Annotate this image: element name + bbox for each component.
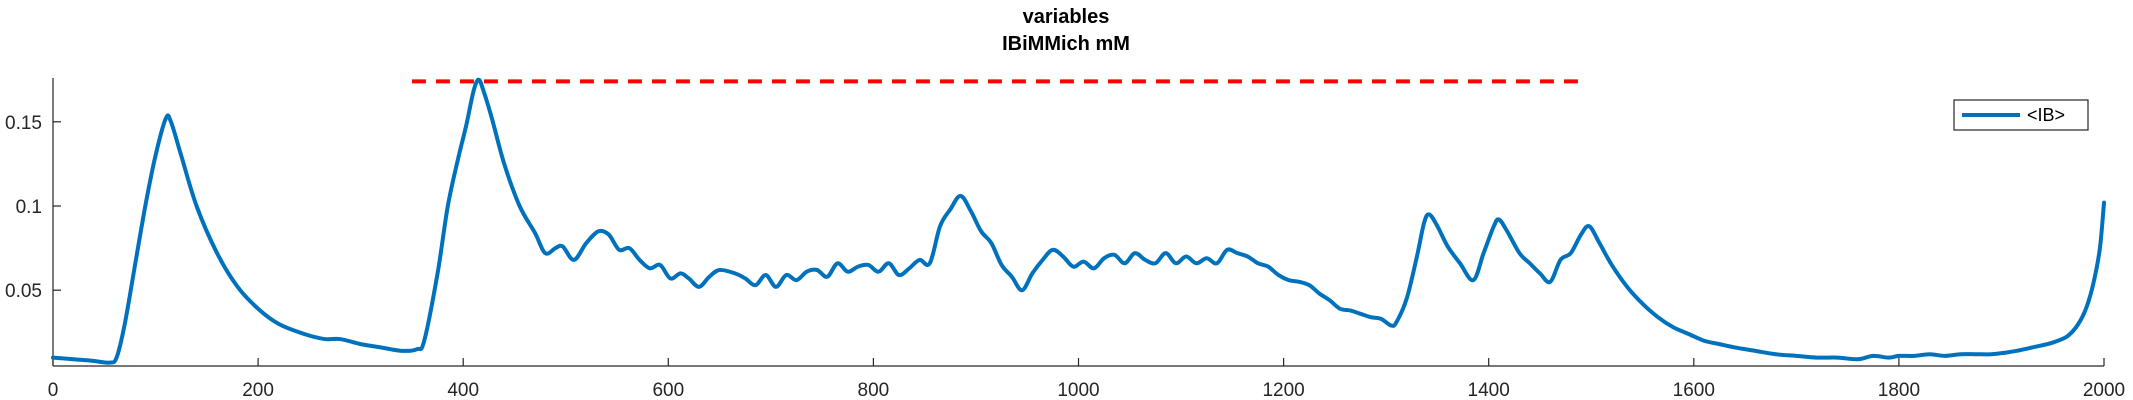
x-axis-ticks: 0 200 400 600 800 1000 1200 1400 1600 1800 2000 (48, 358, 2125, 400)
x-tick-label: 600 (652, 380, 684, 400)
x-tick-label: 800 (858, 380, 890, 400)
y-tick-label: 0.1 (16, 197, 42, 218)
x-tick-label: 1200 (1262, 380, 1304, 400)
chart-subtitle: IBiMMich mM (1002, 33, 1130, 55)
y-tick-label: 0.15 (5, 113, 42, 134)
x-tick-label: 400 (447, 380, 479, 400)
x-tick-label: 0 (48, 380, 59, 400)
x-tick-label: 1400 (1468, 380, 1510, 400)
x-tick-label: 2000 (2083, 380, 2125, 400)
x-tick-label: 1800 (1878, 380, 1920, 400)
x-tick-label: 200 (242, 380, 274, 400)
x-tick-label: 1000 (1057, 380, 1099, 400)
y-axis-ticks: 0.05 0.1 0.15 (5, 113, 61, 302)
series-line-ib (51, 77, 2106, 365)
x-tick-label: 1600 (1673, 380, 1715, 400)
legend-label-ib: <IB> (2027, 105, 2065, 125)
legend-box (1953, 99, 2089, 131)
y-tick-label: 0.05 (5, 281, 42, 302)
legend: <IB> (1953, 99, 2089, 131)
chart-title: variables (1023, 6, 1110, 28)
